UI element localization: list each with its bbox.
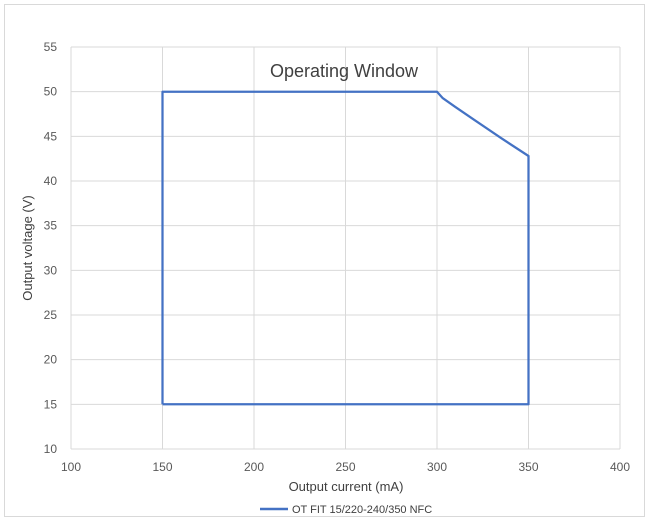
y-tick-label: 45	[44, 129, 58, 143]
x-tick-labels: 100 150 200 250 300 350 400	[61, 460, 630, 474]
y-axis-title: Output voltage (V)	[20, 195, 35, 301]
chart-title: Operating Window	[270, 61, 419, 81]
y-tick-label: 40	[44, 174, 58, 188]
y-tick-label: 30	[44, 263, 58, 277]
y-tick-label: 15	[44, 397, 58, 411]
x-tick-label: 250	[335, 460, 355, 474]
y-tick-labels: 10 15 20 25 30 35 40 45 50 55	[44, 40, 58, 456]
y-tick-label: 20	[44, 353, 58, 367]
y-tick-label: 55	[44, 40, 58, 54]
legend-label: OT FIT 15/220-240/350 NFC	[292, 504, 432, 516]
x-axis-title: Output current (mA)	[289, 479, 404, 494]
legend: OT FIT 15/220-240/350 NFC	[260, 504, 432, 516]
x-tick-label: 350	[518, 460, 538, 474]
series-layer	[161, 90, 530, 406]
x-tick-label: 200	[244, 460, 264, 474]
y-tick-label: 35	[44, 219, 58, 233]
chart-frame	[4, 4, 645, 517]
x-tick-label: 300	[427, 460, 447, 474]
y-tick-label: 25	[44, 308, 58, 322]
y-tick-label: 10	[44, 442, 58, 456]
x-tick-label: 400	[610, 460, 630, 474]
series-line	[161, 90, 530, 406]
y-tick-label: 50	[44, 85, 58, 99]
x-tick-label: 150	[152, 460, 172, 474]
x-tick-label: 100	[61, 460, 81, 474]
gridlines	[70, 46, 621, 450]
